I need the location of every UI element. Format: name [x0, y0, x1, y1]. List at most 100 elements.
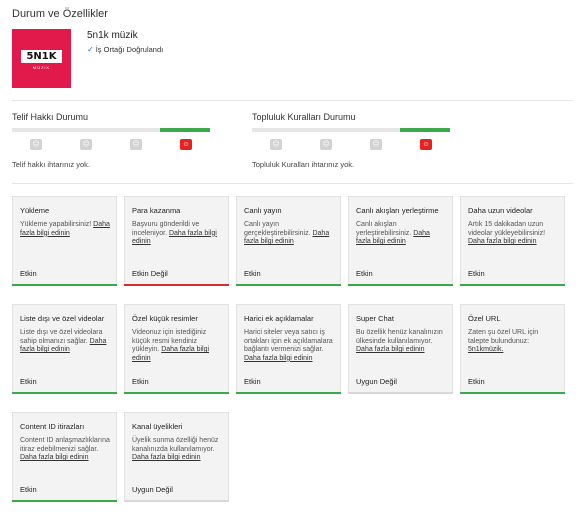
- feature-desc-text: Yükleme yapabilirsiniz!: [20, 221, 92, 228]
- learn-more-link[interactable]: Daha fazla bilgi edinin: [20, 454, 89, 462]
- feature-status-bar: [12, 500, 117, 502]
- feature-status: Etkin: [20, 377, 37, 386]
- learn-more-link[interactable]: Daha fazla bilgi edinin: [356, 346, 425, 354]
- feature-card-custom-thumbnails: Özel küçük resimler Videonuz için istedi…: [124, 304, 229, 394]
- learn-more-link[interactable]: Daha fazla bilgi edinin: [468, 238, 537, 246]
- feature-title: Liste dışı ve özel videolar: [20, 314, 105, 323]
- feature-title: Canlı yayın: [244, 206, 282, 215]
- feature-desc-text: Harici siteler veya satıcı iş ortakları …: [244, 329, 333, 354]
- learn-more-link[interactable]: Daha fazla bilgi edinin: [244, 229, 330, 246]
- feature-status: Etkin: [20, 269, 37, 278]
- neutral-face-icon: ☹: [130, 139, 142, 150]
- feature-status: Uygun Değil: [132, 485, 173, 494]
- feature-card-monetization: Para kazanma Başvuru gönderildi ve incel…: [124, 196, 229, 286]
- feature-status-bar: [124, 284, 229, 286]
- copyright-status-text: Telif hakkı ihtarınız yok.: [12, 160, 90, 169]
- feature-card-content-id-appeals: Content ID itirazları Content ID anlaşma…: [12, 412, 117, 502]
- feature-desc-text: Bu özellik henüz kanalınızın ülkesinde k…: [356, 329, 443, 345]
- feature-description: Videonuz için istediğiniz küçük resmi ke…: [132, 329, 222, 363]
- feature-title: Canlı akışları yerleştirme: [356, 206, 439, 215]
- feature-description: Üyelik sunma özelliği henüz kanalınızda …: [132, 437, 222, 463]
- logo-subtitle: MÜZİK: [32, 65, 51, 70]
- community-status-title: Topluluk Kuralları Durumu: [252, 112, 356, 122]
- feature-desc-text: Zaten şu özel URL için talepte bulundunu…: [468, 329, 539, 345]
- feature-status: Etkin: [356, 269, 373, 278]
- learn-more-link[interactable]: Daha fazla bilgi edinin: [132, 346, 210, 362]
- feature-status-bar: [236, 284, 341, 286]
- feature-status: Etkin: [468, 377, 485, 386]
- feature-desc-text: Canlı akışları yerleştirebilirsiniz.: [356, 221, 412, 237]
- feature-status-bar: [348, 284, 453, 286]
- feature-description: Artık 15 dakikadan uzun videolar yükleye…: [468, 221, 558, 247]
- feature-desc-text: Üyelik sunma özelliği henüz kanalınızda …: [132, 437, 219, 453]
- feature-desc-text: Artık 15 dakikadan uzun videolar yükleye…: [468, 221, 546, 237]
- feature-status-bar: [12, 392, 117, 394]
- logo-text: 5N1K: [21, 50, 62, 63]
- happy-face-icon: ☺: [180, 139, 192, 150]
- verified-label: İş Ortağı Doğrulandı: [95, 45, 164, 54]
- top-divider: [12, 100, 573, 101]
- feature-card-unlisted-private: Liste dışı ve özel videolar Liste dışı v…: [12, 304, 117, 394]
- neutral-face-icon: ☹: [80, 139, 92, 150]
- feature-card-live-streaming: Canlı yayın Canlı yayın gerçekleştirebil…: [236, 196, 341, 286]
- feature-title: Kanal üyelikleri: [132, 422, 183, 431]
- happy-face-icon: ☺: [420, 139, 432, 150]
- feature-card-channel-memberships: Kanal üyelikleri Üyelik sunma özelliği h…: [124, 412, 229, 502]
- feature-title: Özel küçük resimler: [132, 314, 198, 323]
- page-title: Durum ve Özellikler: [12, 8, 108, 20]
- feature-description: Başvuru gönderildi ve inceleniyor. Daha …: [132, 221, 222, 247]
- neutral-face-icon: ☹: [270, 139, 282, 150]
- feature-status: Etkin: [132, 377, 149, 386]
- neutral-face-icon: ☹: [30, 139, 42, 150]
- section-divider: [12, 183, 573, 184]
- custom-url-link[interactable]: 5n1kmüzik.: [468, 346, 504, 354]
- copyright-status-bar: [12, 128, 210, 132]
- feature-status: Etkin Değil: [132, 269, 168, 278]
- feature-desc-text: Content ID anlaşmazlıklarına itiraz edeb…: [20, 437, 110, 453]
- community-status-bar: [252, 128, 450, 132]
- feature-card-super-chat: Super Chat Bu özellik henüz kanalınızın …: [348, 304, 453, 394]
- feature-card-custom-url: Özel URL Zaten şu özel URL için talepte …: [460, 304, 565, 394]
- feature-description: Liste dışı ve özel videolara sahip olman…: [20, 329, 110, 355]
- copyright-status-title: Telif Hakkı Durumu: [12, 112, 89, 122]
- copyright-level-icons: ☹ ☹ ☹ ☺: [12, 139, 210, 151]
- feature-card-upload: Yükleme Yükleme yapabilirsiniz! Daha faz…: [12, 196, 117, 286]
- feature-status-bar: [460, 392, 565, 394]
- feature-description: Canlı yayın gerçekleştirebilirsiniz. Dah…: [244, 221, 334, 247]
- feature-title: Daha uzun videolar: [468, 206, 533, 215]
- community-level-icons: ☹ ☹ ☹ ☺: [252, 139, 450, 151]
- feature-title: Yükleme: [20, 206, 50, 215]
- learn-more-link[interactable]: Daha fazla bilgi edinin: [20, 337, 107, 354]
- learn-more-link[interactable]: Daha fazla bilgi edinin: [244, 354, 313, 362]
- channel-logo[interactable]: 5N1K MÜZİK: [12, 29, 71, 88]
- feature-description: Zaten şu özel URL için talepte bulundunu…: [468, 329, 558, 355]
- feature-description: Content ID anlaşmazlıklarına itiraz edeb…: [20, 437, 110, 463]
- copyright-status-bar-fill: [160, 128, 210, 132]
- learn-more-link[interactable]: Daha fazla bilgi edinin: [356, 229, 430, 246]
- feature-status-bar: [236, 392, 341, 394]
- feature-desc-text: Liste dışı ve özel videolara sahip olman…: [20, 329, 103, 345]
- feature-desc-text: Başvuru gönderildi ve inceleniyor.: [132, 221, 200, 237]
- feature-desc-text: Videonuz için istediğiniz küçük resmi ke…: [132, 329, 207, 354]
- feature-title: Content ID itirazları: [20, 422, 85, 431]
- feature-status-bar: [460, 284, 565, 286]
- neutral-face-icon: ☹: [320, 139, 332, 150]
- feature-title: Para kazanma: [132, 206, 181, 215]
- feature-title: Super Chat: [356, 314, 394, 323]
- feature-status-bar: [12, 284, 117, 286]
- feature-status: Uygun Değil: [356, 377, 397, 386]
- learn-more-link[interactable]: Daha fazla bilgi edinin: [132, 229, 217, 246]
- feature-description: Harici siteler veya satıcı iş ortakları …: [244, 329, 334, 363]
- community-status-text: Topluluk Kuralları ihtarınız yok.: [252, 160, 355, 169]
- check-icon: ✓: [87, 45, 94, 54]
- feature-status: Etkin: [244, 269, 261, 278]
- verified-badge: ✓ İş Ortağı Doğrulandı: [87, 45, 163, 54]
- copyright-status: Telif Hakkı Durumu ☹ ☹ ☹ ☺ Telif hakkı i…: [12, 112, 212, 169]
- feature-title: Harici ek açıklamalar: [244, 314, 314, 323]
- learn-more-link[interactable]: Daha fazla bilgi edinin: [20, 221, 110, 237]
- feature-title: Özel URL: [468, 314, 501, 323]
- feature-status-bar: [124, 392, 229, 394]
- learn-more-link[interactable]: Daha fazla bilgi edinin: [132, 454, 201, 462]
- feature-status: Etkin: [20, 485, 37, 494]
- feature-card-embed-live: Canlı akışları yerleştirme Canlı akışlar…: [348, 196, 453, 286]
